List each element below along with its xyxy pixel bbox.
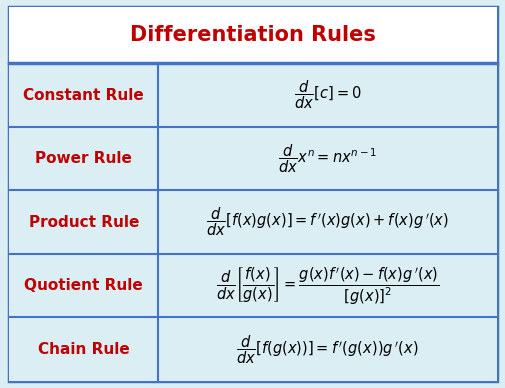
Bar bbox=[9, 127, 496, 191]
Text: $\dfrac{d}{dx}[f(g(x))] = f\,'(g(x))g\,'(x)$: $\dfrac{d}{dx}[f(g(x))] = f\,'(g(x))g\,'… bbox=[236, 333, 418, 365]
Text: $\dfrac{d}{dx}[f(x)g(x)] = f\,'(x)g(x) + f(x)g\,'(x)$: $\dfrac{d}{dx}[f(x)g(x)] = f\,'(x)g(x) +… bbox=[206, 206, 448, 238]
Text: Power Rule: Power Rule bbox=[35, 151, 132, 166]
Text: $\dfrac{d}{dx}[c] = 0$: $\dfrac{d}{dx}[c] = 0$ bbox=[293, 79, 361, 111]
Bar bbox=[9, 63, 496, 127]
Bar bbox=[9, 254, 496, 317]
Text: $\dfrac{d}{dx}\left[\dfrac{f(x)}{g(x)}\right] = \dfrac{g(x)f\,'(x) - f(x)g\,'(x): $\dfrac{d}{dx}\left[\dfrac{f(x)}{g(x)}\r… bbox=[216, 265, 438, 307]
Text: $\dfrac{d}{dx}x^n = nx^{n-1}$: $\dfrac{d}{dx}x^n = nx^{n-1}$ bbox=[277, 142, 377, 175]
Text: Chain Rule: Chain Rule bbox=[38, 342, 129, 357]
Bar bbox=[9, 191, 496, 254]
Text: Differentiation Rules: Differentiation Rules bbox=[130, 25, 375, 45]
Bar bbox=[9, 317, 496, 381]
Bar bbox=[9, 7, 496, 63]
Text: Constant Rule: Constant Rule bbox=[23, 88, 144, 102]
Text: Quotient Rule: Quotient Rule bbox=[24, 278, 143, 293]
Text: Product Rule: Product Rule bbox=[28, 215, 139, 230]
